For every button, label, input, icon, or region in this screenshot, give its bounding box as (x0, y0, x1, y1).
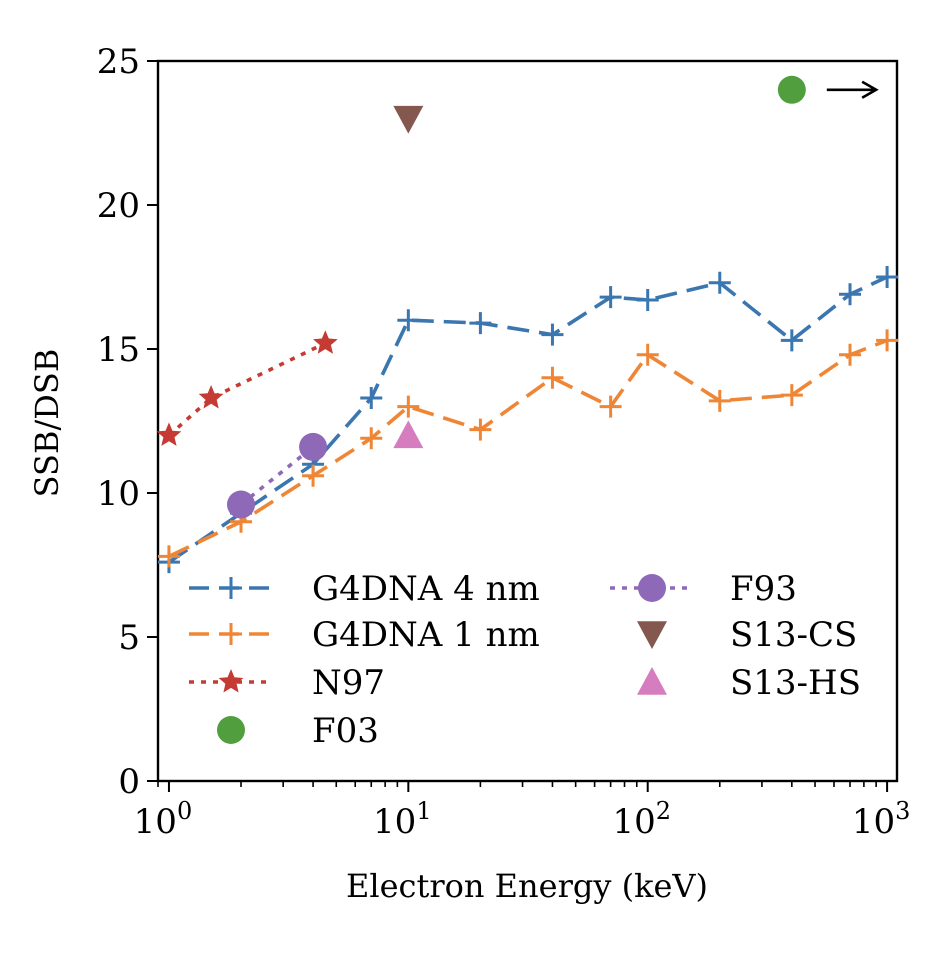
y-tick-label: 25 (97, 42, 140, 82)
data-point-g4dna-4-nm (360, 386, 383, 409)
data-point-g4dna-1-nm (708, 389, 731, 412)
data-point-g4dna-1-nm (360, 427, 383, 450)
y-tick-label: 20 (97, 186, 140, 226)
data-point-g4dna-4-nm (839, 283, 862, 306)
legend-marker-s13-hs (637, 667, 667, 695)
legend-label-s13-cs: S13-CS (730, 615, 857, 655)
data-point-n97 (156, 422, 182, 446)
data-point-f03 (777, 75, 806, 104)
legend-marker-f03 (217, 716, 245, 744)
legend-label-s13-hs: S13-HS (730, 663, 861, 703)
legend-marker-n97 (218, 669, 244, 693)
x-tick-label: 100 (134, 797, 193, 842)
data-point-g4dna-1-nm (541, 366, 564, 389)
data-point-n97 (198, 385, 224, 409)
series-line-f93 (239, 445, 315, 506)
data-point-g4dna-1-nm (469, 418, 492, 441)
legend-label-f93: F93 (730, 569, 797, 609)
x-axis-label: Electron Energy (keV) (346, 867, 708, 905)
y-axis-label: SSB/DSB (28, 349, 66, 498)
data-point-g4dna-1-nm (157, 545, 180, 568)
data-point-g4dna-1-nm (599, 395, 622, 418)
x-tick-label: 103 (852, 797, 911, 842)
data-point-g4dna-4-nm (469, 312, 492, 335)
data-point-g4dna-4-nm (876, 266, 899, 288)
data-point-g4dna-4-nm (397, 309, 420, 332)
y-tick-label: 5 (118, 618, 140, 658)
y-tick-label: 0 (118, 762, 140, 802)
series-line-g4dna-1-nm (168, 338, 888, 559)
legend-marker-g4dna-4-nm (220, 577, 242, 599)
legend-label-f03: F03 (312, 711, 379, 751)
legend-label-g4dna-1-nm: G4DNA 1 nm (312, 615, 540, 655)
legend-marker-f93 (638, 574, 666, 602)
data-point-s13-hs (393, 420, 424, 449)
legend-label-n97: N97 (312, 663, 385, 703)
legend-marker-g4dna-1-nm (220, 623, 242, 645)
data-point-g4dna-1-nm (876, 329, 899, 352)
data-point-g4dna-1-nm (397, 395, 420, 418)
data-point-g4dna-1-nm (302, 464, 325, 487)
data-point-f93 (299, 432, 328, 461)
data-point-g4dna-4-nm (636, 289, 659, 312)
annotation-arrow-head (861, 80, 879, 99)
legend-label-g4dna-4-nm: G4DNA 4 nm (312, 569, 540, 609)
data-point-g4dna-1-nm (636, 343, 659, 366)
data-point-g4dna-4-nm (708, 271, 731, 294)
y-tick-label: 10 (97, 474, 140, 514)
x-tick-label: 101 (373, 797, 432, 842)
data-point-f93 (227, 490, 256, 519)
legend-marker-s13-cs (637, 621, 667, 649)
data-point-g4dna-4-nm (599, 286, 622, 309)
data-point-g4dna-1-nm (839, 343, 862, 366)
data-point-s13-cs (393, 105, 424, 134)
x-tick-label: 102 (612, 797, 671, 842)
series-line-n97 (167, 341, 327, 437)
series-line-g4dna-4-nm (167, 275, 888, 564)
y-tick-label: 15 (97, 330, 140, 370)
data-point-g4dna-4-nm (780, 329, 803, 352)
plot-frame (156, 59, 899, 783)
data-point-g4dna-4-nm (541, 323, 564, 346)
data-point-n97 (313, 330, 338, 354)
data-point-g4dna-1-nm (780, 384, 803, 407)
